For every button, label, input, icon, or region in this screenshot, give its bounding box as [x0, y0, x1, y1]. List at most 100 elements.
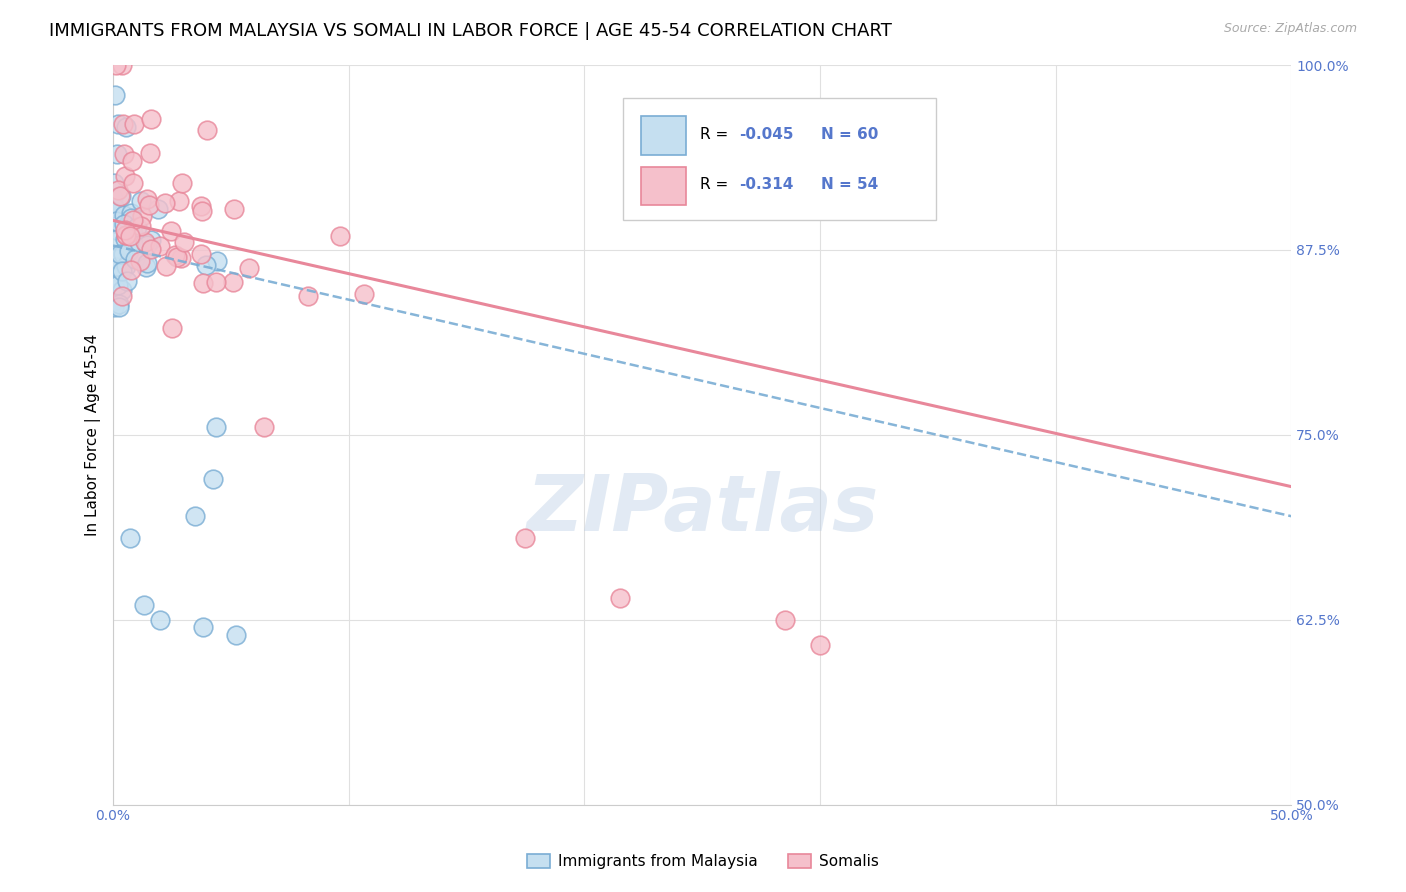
Point: [104, 201, 127, 215]
Point: [139, 242, 162, 256]
Point: [107, 297, 129, 311]
Point: [114, 227, 136, 242]
Point: [118, 215, 141, 229]
Point: [166, 250, 188, 264]
Point: [104, 264, 127, 278]
Point: [155, 196, 177, 211]
Point: [194, 258, 217, 272]
Point: [114, 169, 136, 183]
Point: [609, 591, 631, 605]
Point: [111, 289, 134, 303]
Point: [110, 189, 132, 203]
Point: [163, 248, 186, 262]
Point: [190, 247, 212, 261]
Point: [122, 226, 145, 240]
Text: N = 60: N = 60: [821, 127, 879, 142]
Point: [136, 256, 159, 270]
Point: [129, 194, 152, 208]
Point: [191, 620, 214, 634]
Point: [103, 211, 125, 226]
Point: [190, 199, 212, 213]
Point: [114, 232, 136, 246]
Point: [205, 275, 228, 289]
Point: [110, 189, 132, 203]
Bar: [641, 117, 686, 155]
Point: [115, 259, 138, 273]
Point: [103, 234, 125, 248]
Text: -0.045: -0.045: [738, 127, 793, 142]
Y-axis label: In Labor Force | Age 45-54: In Labor Force | Age 45-54: [86, 334, 101, 536]
Point: [105, 146, 128, 161]
Point: [103, 177, 125, 191]
Point: [103, 268, 125, 282]
Point: [190, 203, 212, 218]
Point: [224, 202, 246, 216]
Point: [129, 253, 152, 268]
Text: N = 54: N = 54: [821, 178, 879, 192]
Point: [149, 238, 172, 252]
Point: [201, 472, 224, 486]
Point: [169, 194, 191, 208]
Point: [225, 627, 247, 641]
Point: [121, 211, 143, 225]
Point: [170, 251, 193, 265]
Point: [193, 277, 215, 291]
Point: [103, 300, 125, 314]
Point: [103, 203, 125, 218]
Point: [131, 210, 153, 224]
Point: [134, 235, 156, 249]
Point: [114, 146, 136, 161]
Point: [149, 613, 172, 627]
Point: [184, 509, 207, 524]
Point: [117, 274, 139, 288]
Point: [115, 227, 138, 242]
Point: [773, 613, 796, 627]
Point: [112, 217, 135, 231]
Point: [128, 235, 150, 249]
Point: [139, 233, 162, 247]
Point: [808, 638, 831, 652]
Point: [112, 209, 135, 223]
Point: [111, 283, 134, 297]
Text: ZIPatlas: ZIPatlas: [526, 471, 879, 547]
Point: [132, 598, 155, 612]
Point: [111, 117, 134, 131]
Text: -0.314: -0.314: [738, 178, 793, 192]
Point: [105, 252, 128, 266]
Point: [172, 176, 194, 190]
Point: [120, 263, 142, 277]
Point: [111, 247, 134, 261]
Point: [104, 213, 127, 227]
Point: [136, 193, 159, 207]
Point: [107, 217, 129, 231]
Point: [222, 275, 245, 289]
Point: [104, 87, 127, 102]
Point: [103, 294, 125, 309]
Point: [253, 420, 276, 434]
Point: [124, 252, 146, 267]
Point: [110, 246, 132, 260]
Point: [138, 197, 160, 211]
Point: [105, 206, 128, 220]
Point: [105, 211, 128, 226]
Point: [353, 287, 375, 301]
Point: [120, 206, 142, 220]
Point: [135, 238, 157, 252]
Point: [118, 532, 141, 546]
Point: [204, 420, 226, 434]
Point: [146, 202, 169, 216]
Point: [114, 223, 136, 237]
Point: [138, 146, 160, 161]
Text: R =: R =: [700, 127, 733, 142]
Point: [103, 191, 125, 205]
Point: [329, 229, 352, 244]
Point: [108, 300, 131, 314]
Point: [135, 260, 157, 275]
Point: [160, 321, 183, 335]
Point: [121, 153, 143, 168]
Point: [104, 260, 127, 274]
Point: [107, 117, 129, 131]
Bar: [641, 167, 686, 205]
Point: [195, 122, 218, 136]
Point: [111, 58, 134, 72]
